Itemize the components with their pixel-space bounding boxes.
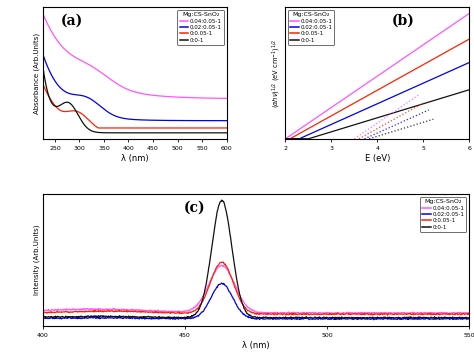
Legend: 0.04:0.05-1, 0.02:0.05-1, 0:0.05-1, 0:0-1: 0.04:0.05-1, 0.02:0.05-1, 0:0.05-1, 0:0-… (288, 10, 335, 45)
Text: (c): (c) (183, 201, 205, 215)
Y-axis label: Absorbance (Arb.Units): Absorbance (Arb.Units) (33, 33, 40, 113)
Text: (b): (b) (392, 14, 415, 28)
X-axis label: λ (nm): λ (nm) (121, 154, 148, 163)
X-axis label: λ (nm): λ (nm) (242, 341, 270, 350)
Legend: 0.04:0.05-1, 0.02:0.05-1, 0:0.05-1, 0:0-1: 0.04:0.05-1, 0.02:0.05-1, 0:0.05-1, 0:0-… (420, 197, 466, 232)
Y-axis label: Intensity (Arb.Units): Intensity (Arb.Units) (33, 225, 40, 295)
Text: (a): (a) (61, 14, 83, 28)
Y-axis label: $(\alpha h\nu)^{1/2}$ (eV cm$^{-1}$)$^{1/2}$: $(\alpha h\nu)^{1/2}$ (eV cm$^{-1}$)$^{1… (270, 38, 283, 107)
X-axis label: E (eV): E (eV) (365, 154, 390, 163)
Legend: 0.04:0.05-1, 0.02:0.05-1, 0:0.05-1, 0:0-1: 0.04:0.05-1, 0.02:0.05-1, 0:0.05-1, 0:0-… (177, 10, 224, 45)
